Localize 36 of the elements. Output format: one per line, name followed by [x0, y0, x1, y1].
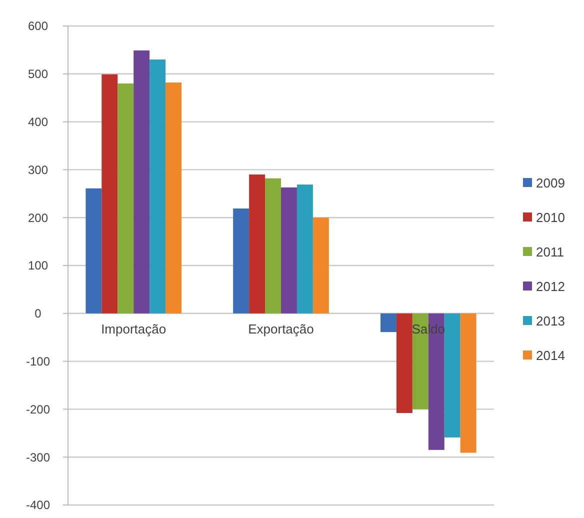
y-tick-label: -300 [26, 450, 50, 464]
bar [460, 313, 476, 453]
bar [118, 83, 134, 314]
bar [86, 188, 102, 314]
bar [249, 174, 266, 314]
y-tick-label: 600 [28, 19, 48, 34]
bar [444, 313, 460, 438]
y-tick-label: -200 [26, 402, 50, 416]
legend-label: 2014 [536, 348, 565, 364]
y-tick-label: 500 [28, 67, 48, 82]
legend-label: 2010 [536, 210, 565, 226]
bar [102, 74, 118, 314]
y-tick-label: 200 [28, 210, 48, 225]
y-tick-label: 0 [34, 306, 42, 321]
bar [281, 187, 297, 314]
legend-label: 2013 [536, 314, 565, 329]
bar [396, 313, 412, 414]
x-tick-label: Exportação [248, 321, 314, 336]
y-tick-label: 300 [28, 162, 48, 177]
bar [312, 218, 329, 314]
bar [233, 208, 250, 314]
bar [380, 313, 396, 332]
bar [296, 184, 313, 314]
legend-label: 2011 [536, 244, 564, 260]
bar [150, 60, 166, 314]
bar [265, 178, 281, 314]
y-tick-label: -400 [26, 498, 50, 512]
legend-label: 2012 [536, 279, 565, 294]
y-tick-label: -100 [26, 354, 50, 368]
bar [134, 50, 150, 314]
y-tick-label: 100 [28, 258, 48, 273]
x-tick-label: Importação [101, 321, 166, 336]
y-tick-label: 400 [28, 115, 48, 129]
bar [166, 82, 182, 314]
legend-label: 2009 [536, 176, 565, 191]
x-tick-label: Saldo [412, 321, 446, 336]
